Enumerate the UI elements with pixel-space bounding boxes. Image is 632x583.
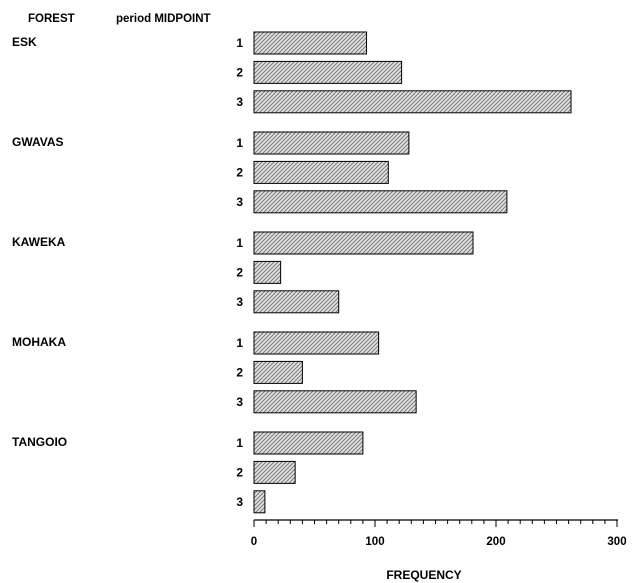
period-label: 3 — [236, 395, 243, 409]
x-tick-label: 100 — [365, 536, 384, 548]
x-tick-label: 200 — [486, 536, 505, 548]
x-axis-title: FREQUENCY — [386, 568, 461, 582]
bar — [253, 390, 417, 414]
period-label: 1 — [236, 36, 243, 50]
group-label: MOHAKA — [12, 335, 66, 349]
period-label: 3 — [236, 95, 243, 109]
bar — [253, 131, 410, 155]
x-tick-label: 0 — [251, 536, 257, 548]
x-tick-label: 300 — [607, 536, 626, 548]
period-label: 1 — [236, 436, 243, 450]
bar — [253, 290, 340, 314]
period-label: 2 — [236, 265, 243, 279]
bar — [253, 360, 303, 384]
bar — [253, 190, 508, 214]
period-label: 3 — [236, 495, 243, 509]
bar — [253, 490, 266, 514]
bar — [253, 260, 282, 284]
category-header: period MIDPOINT — [116, 13, 211, 25]
bar — [253, 31, 368, 55]
group-header: FOREST — [28, 13, 75, 25]
period-label: 2 — [236, 365, 243, 379]
period-label: 3 — [236, 195, 243, 209]
group-label: TANGOIO — [12, 435, 67, 449]
period-label: 1 — [236, 336, 243, 350]
bar — [253, 90, 572, 114]
group-label: ESK — [12, 35, 37, 49]
bar — [253, 60, 403, 84]
bar — [253, 160, 389, 184]
group-label: GWAVAS — [12, 135, 64, 149]
bar — [253, 331, 380, 355]
bar — [253, 460, 296, 484]
group-label: KAWEKA — [12, 235, 66, 249]
period-label: 2 — [236, 165, 243, 179]
period-label: 2 — [236, 65, 243, 79]
period-label: 1 — [236, 136, 243, 150]
period-label: 3 — [236, 295, 243, 309]
period-label: 2 — [236, 465, 243, 479]
ticks-layer: 0 100 200 300 — [251, 520, 627, 548]
bar — [253, 231, 474, 255]
bars-layer: ESK 1 2 3 GWAVAS 1 2 3 KAWEKA 1 2 3 MOHAKA 1 2 3 TANGOIO… — [12, 31, 572, 514]
bar — [253, 431, 364, 455]
period-label: 1 — [236, 236, 243, 250]
